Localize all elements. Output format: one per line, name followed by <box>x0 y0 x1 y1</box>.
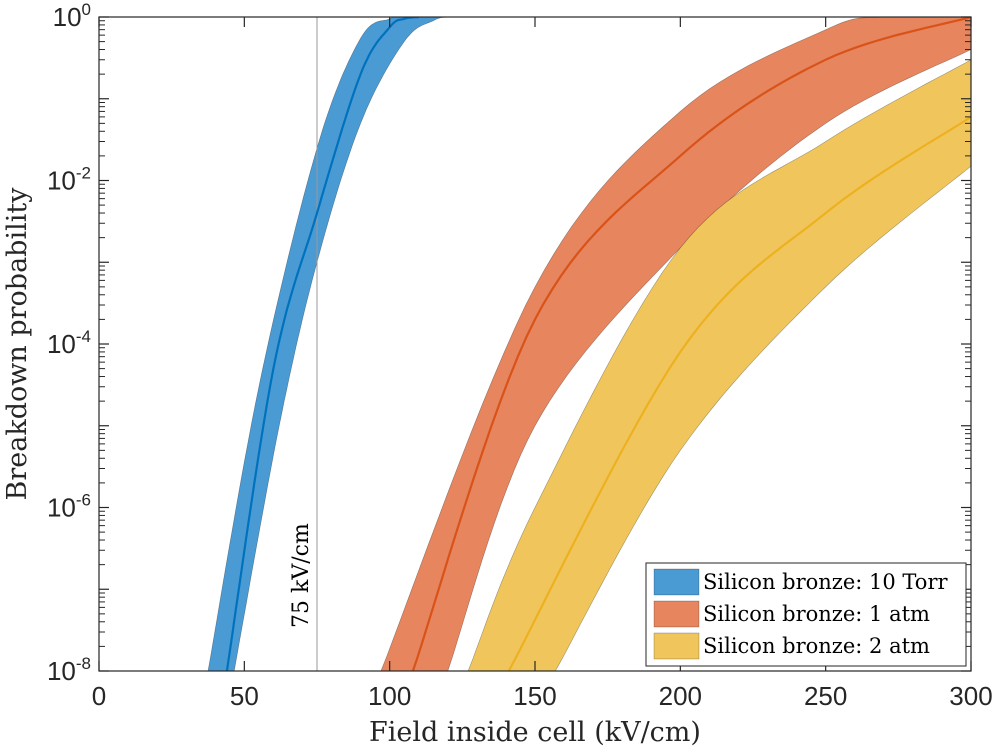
legend-label-3: Silicon bronze: 2 atm <box>703 634 930 658</box>
x-tick-label: 300 <box>949 681 992 711</box>
x-tick-label: 0 <box>92 681 106 711</box>
legend-label-1: Silicon bronze: 10 Torr <box>703 570 948 594</box>
band-series-2 <box>380 17 971 671</box>
y-tick-label: 10-4 <box>47 327 91 359</box>
center-line-series-2 <box>411 17 971 671</box>
band-series-3 <box>467 59 971 671</box>
legend-swatch-2 <box>653 600 700 628</box>
center-line-series-1 <box>225 17 419 671</box>
x-tick-label: 50 <box>230 681 259 711</box>
legend-swatch-1 <box>653 568 700 596</box>
x-tick-label: 200 <box>659 681 702 711</box>
reference-line-label: 75 kV/cm <box>289 523 314 628</box>
x-tick-label: 150 <box>513 681 556 711</box>
y-tick-label: 10-8 <box>47 654 91 686</box>
x-tick-label: 100 <box>368 681 411 711</box>
band-series-1 <box>207 17 512 671</box>
x-tick-label: 250 <box>804 681 847 711</box>
legend-label-2: Silicon bronze: 1 atm <box>703 602 930 626</box>
y-tick-label: 100 <box>53 0 91 32</box>
y-tick-label: 10-2 <box>47 164 91 196</box>
y-tick-label: 10-6 <box>47 491 91 523</box>
center-line-series-3 <box>507 115 971 671</box>
legend-box <box>645 562 967 667</box>
y-axis-title: Breakdown probability <box>2 187 33 501</box>
legend-swatch-3 <box>653 632 700 660</box>
legend: Silicon bronze: 10 Torr Silicon bronze: 1… <box>645 562 967 667</box>
x-axis-title: Field inside cell (kV/cm) <box>369 717 701 748</box>
